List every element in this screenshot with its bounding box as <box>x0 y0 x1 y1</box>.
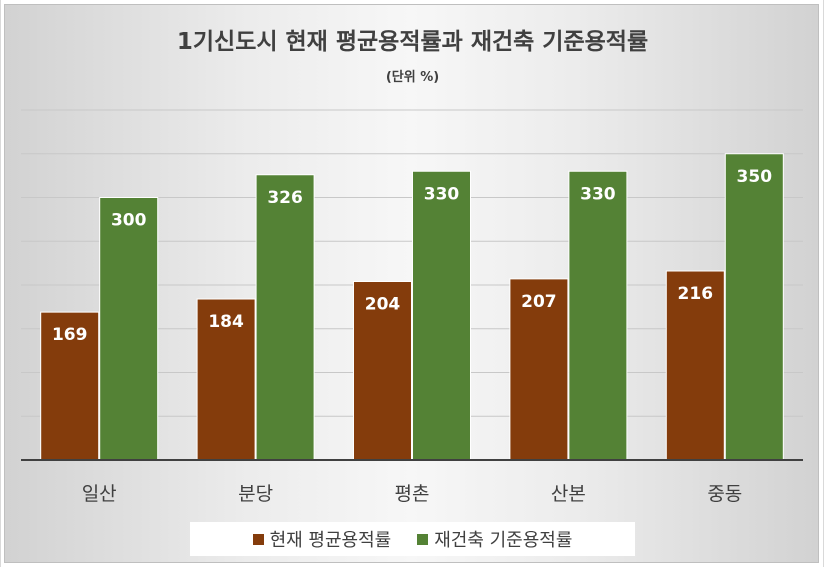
legend-entry-current: 현재 평균용적률 <box>252 526 392 552</box>
legend-swatch-current <box>252 533 264 545</box>
bar-current <box>665 270 725 461</box>
x-tick-label: 평촌 <box>395 483 430 505</box>
bar-standard <box>412 170 471 461</box>
x-tick-label: 분당 <box>238 483 273 505</box>
data-label-standard: 330 <box>424 184 460 204</box>
bar-current <box>196 298 256 461</box>
legend-label-current: 현재 평균용적률 <box>269 530 392 551</box>
bar-standard <box>568 170 628 461</box>
data-label-current: 169 <box>52 325 88 345</box>
legend-entry-standard: 재건축 기준용적률 <box>417 526 572 552</box>
chart-title: 1기신도시 현재 평균용적률과 재건축 기준용적률 <box>176 29 649 55</box>
data-label-standard: 330 <box>580 184 616 204</box>
legend: 현재 평균용적률 재건축 기준용적률 <box>190 522 635 556</box>
bar-current <box>509 278 569 461</box>
data-label-standard: 300 <box>111 211 147 231</box>
x-tick-label: 일산 <box>82 483 117 505</box>
bar-current <box>40 311 100 461</box>
bar-current <box>353 281 412 461</box>
chart-subtitle: (단위 %) <box>385 70 440 85</box>
legend-label-standard: 재건축 기준용적률 <box>434 530 573 551</box>
data-label-standard: 350 <box>737 167 773 187</box>
data-label-standard: 326 <box>267 188 303 208</box>
bar-standard <box>724 153 784 461</box>
legend-swatch-standard <box>417 533 429 545</box>
bar-standard <box>255 174 315 461</box>
data-label-current: 207 <box>521 292 557 312</box>
x-tick-label: 중동 <box>707 483 742 505</box>
x-tick-label: 산본 <box>551 483 586 505</box>
bar-standard <box>99 197 159 461</box>
data-label-current: 216 <box>678 284 714 304</box>
data-label-current: 204 <box>365 295 401 315</box>
data-label-current: 184 <box>208 312 244 332</box>
